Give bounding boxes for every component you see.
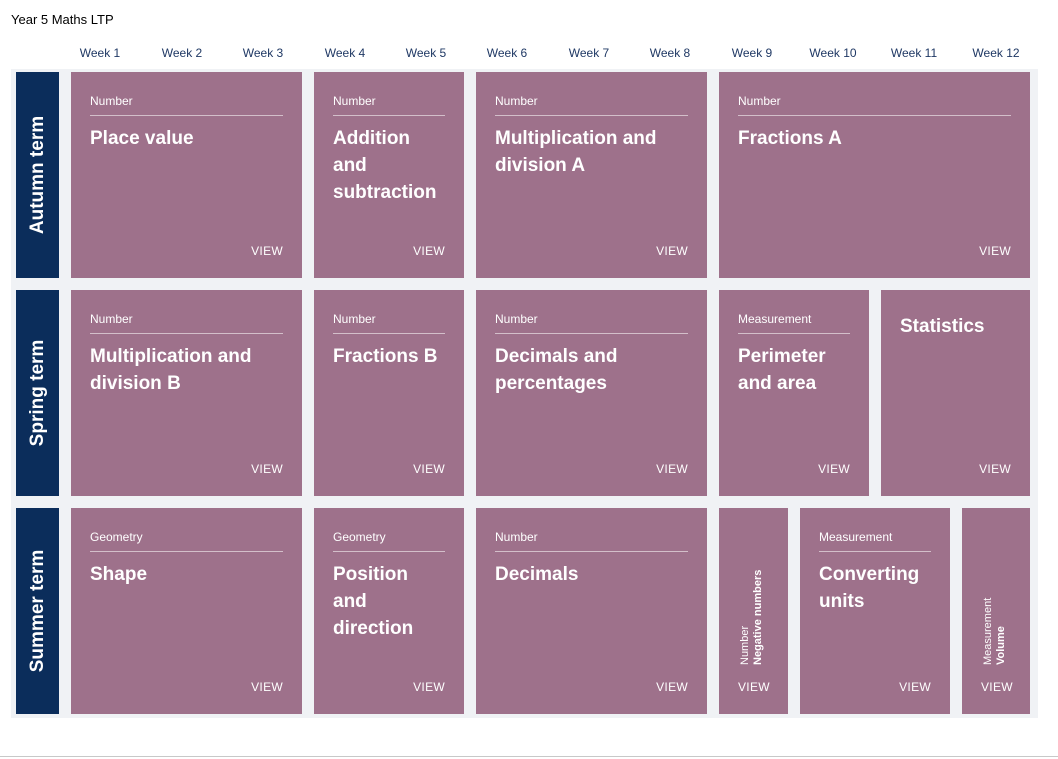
divider [90,333,283,334]
unit-card-statistics[interactable]: Statistics VIEW [881,290,1030,496]
page-title: Year 5 Maths LTP [11,12,114,27]
unit-card-decimals[interactable]: Number Decimals VIEW [476,508,707,714]
unit-card-decimals-percentages[interactable]: Number Decimals and percentages VIEW [476,290,707,496]
week-label: Week 12 [972,46,1020,60]
unit-category: Number [495,94,538,108]
unit-title: Multiplication and division A [495,128,657,176]
bottom-divider [0,756,1058,757]
unit-title: Position and direction [333,564,414,639]
unit-card-multiplication-division-a[interactable]: Number Multiplication and division A VIE… [476,72,707,278]
unit-category: Measurement [982,597,994,665]
divider [738,333,850,334]
view-link[interactable]: VIEW [979,244,1011,258]
unit-category: Number [495,530,538,544]
unit-card-multiplication-division-b[interactable]: Number Multiplication and division B VIE… [71,290,302,496]
divider [90,551,283,552]
unit-title: Decimals and percentages [495,346,618,394]
view-link[interactable]: VIEW [413,244,445,258]
week-label: Week 2 [161,46,203,60]
spring-term-label: Spring term [16,290,59,496]
divider [333,115,445,116]
view-link[interactable]: VIEW [656,462,688,476]
unit-title: Fractions B [333,346,438,367]
week-label: Week 8 [649,46,691,60]
unit-card-fractions-b[interactable]: Number Fractions B VIEW [314,290,464,496]
summer-term-label: Summer term [16,508,59,714]
unit-category: Number [333,94,376,108]
unit-card-negative-numbers[interactable]: Number Negative numbers VIEW [719,508,788,714]
week-label: Week 5 [405,46,447,60]
unit-card-converting-units[interactable]: Measurement Converting units VIEW [800,508,950,714]
unit-category: Number [333,312,376,326]
week-label: Week 1 [79,46,121,60]
view-link[interactable]: VIEW [656,244,688,258]
view-link[interactable]: VIEW [818,462,850,476]
summer-term-text: Summer term [26,549,48,673]
week-label: Week 7 [568,46,610,60]
unit-title: Perimeter and area [738,346,826,394]
unit-card-addition-subtraction[interactable]: Number Addition and subtraction VIEW [314,72,464,278]
unit-title: Addition and subtraction [333,128,437,203]
view-link[interactable]: VIEW [656,680,688,694]
spring-term-text: Spring term [26,339,48,447]
divider [819,551,931,552]
unit-title: Volume [995,626,1007,665]
unit-category: Number [738,94,781,108]
view-link[interactable]: VIEW [899,680,931,694]
unit-category: Measurement [819,530,893,544]
autumn-term-text: Autumn term [26,115,48,235]
divider [495,551,688,552]
unit-title: Multiplication and division B [90,346,252,394]
unit-title: Negative numbers [752,569,764,665]
view-link[interactable]: VIEW [979,462,1011,476]
unit-title: Fractions A [738,128,842,149]
unit-category: Geometry [90,530,143,544]
unit-card-shape[interactable]: Geometry Shape VIEW [71,508,302,714]
unit-title: Converting units [819,564,920,612]
view-link[interactable]: VIEW [738,680,770,694]
view-link[interactable]: VIEW [413,462,445,476]
unit-category: Measurement [738,312,812,326]
week-label: Week 3 [242,46,284,60]
divider [90,115,283,116]
week-label: Week 6 [486,46,528,60]
divider [495,115,688,116]
unit-title: Decimals [495,564,579,585]
divider [495,333,688,334]
unit-vertical-label: Measurement Volume [982,598,1008,665]
unit-card-fractions-a[interactable]: Number Fractions A VIEW [719,72,1030,278]
unit-card-position-direction[interactable]: Geometry Position and direction VIEW [314,508,464,714]
unit-vertical-label: Number Negative numbers [739,570,765,665]
view-link[interactable]: VIEW [251,244,283,258]
view-link[interactable]: VIEW [251,680,283,694]
view-link[interactable]: VIEW [251,462,283,476]
unit-card-place-value[interactable]: Number Place value VIEW [71,72,302,278]
unit-title: Shape [90,564,148,585]
divider [738,115,1011,116]
view-link[interactable]: VIEW [413,680,445,694]
week-label: Week 11 [890,46,938,60]
unit-card-perimeter-area[interactable]: Measurement Perimeter and area VIEW [719,290,869,496]
week-header: Week 1 Week 2 Week 3 Week 4 Week 5 Week … [0,46,1058,62]
week-label: Week 9 [731,46,773,60]
unit-category: Number [495,312,538,326]
divider [333,551,445,552]
unit-title: Statistics [900,316,985,337]
unit-category: Geometry [333,530,386,544]
unit-card-volume[interactable]: Measurement Volume VIEW [962,508,1030,714]
view-link[interactable]: VIEW [981,680,1013,694]
unit-category: Number [90,312,133,326]
week-label: Week 10 [809,46,857,60]
unit-category: Number [739,625,751,665]
unit-title: Place value [90,128,194,149]
divider [333,333,445,334]
unit-category: Number [90,94,133,108]
week-label: Week 4 [324,46,366,60]
autumn-term-label: Autumn term [16,72,59,278]
